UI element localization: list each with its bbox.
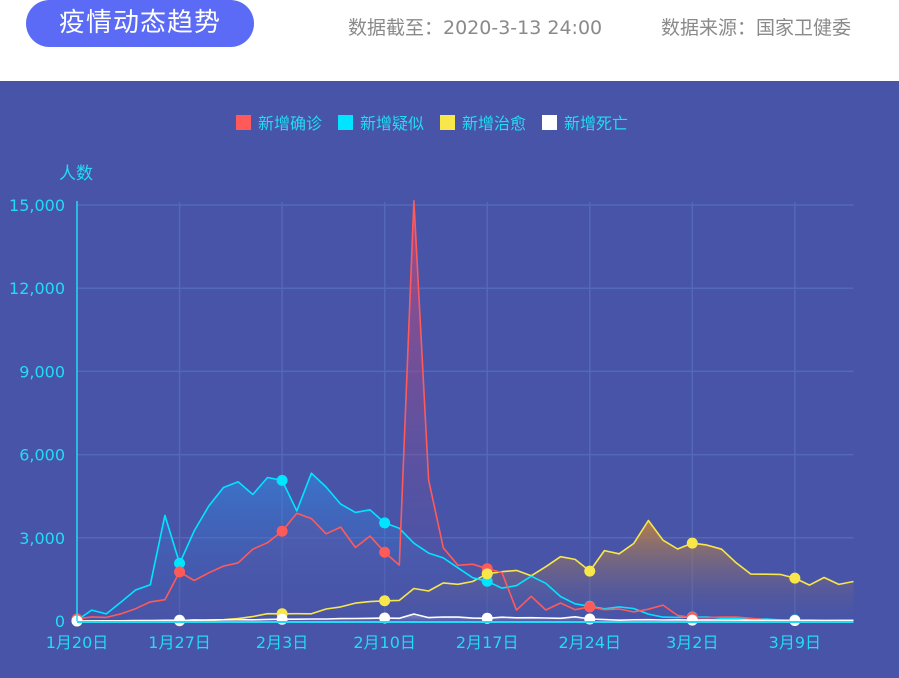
y-tick-label: 12,000 [9,279,65,298]
marker-cured[interactable] [379,595,391,607]
y-tick-label: 6,000 [19,446,65,465]
series-lines [76,200,854,622]
x-tick-label: 2月3日 [256,633,308,652]
chart-legend: 新增确诊 新增疑似 新增治愈 新增死亡 [236,110,644,134]
series-markers[interactable] [71,474,801,627]
marker-confirmed[interactable] [174,566,186,578]
x-tick-label: 1月27日 [148,633,211,652]
legend-item-deaths[interactable]: 新增死亡 [542,110,628,134]
legend-item-confirmed[interactable]: 新增确诊 [236,110,322,134]
x-tick-label: 2月24日 [558,633,621,652]
data-source: 数据来源：国家卫健委 [661,17,852,39]
legend-swatch-suspected [338,114,354,130]
marker-deaths[interactable] [789,615,801,627]
page-title: 疫情动态趋势 [26,0,254,47]
data-as-of: 数据截至：2020-3-13 24:00 [348,17,603,39]
page-header: 疫情动态趋势 数据截至：2020-3-13 24:00 数据来源：国家卫健委 [0,0,899,81]
line-suspected [76,472,854,621]
x-tick-label: 1月20日 [46,633,109,652]
marker-suspected[interactable] [174,557,186,569]
legend-swatch-cured [440,114,456,130]
marker-cured[interactable] [481,568,493,580]
y-tick-label: 0 [55,612,65,631]
line-confirmed [76,200,854,622]
legend-swatch-confirmed [236,114,251,130]
legend-label: 新增疑似 [360,114,425,133]
marker-suspected[interactable] [379,517,391,529]
y-axis-title: 人数 [59,164,93,184]
chart-axes: 0 3,000 6,000 9,000 12,000 15,000 1月20日 1月27日 2月… [9,196,854,652]
area-deaths [77,614,854,621]
marker-confirmed[interactable] [276,525,288,537]
line-deaths [76,613,854,622]
marker-cured[interactable] [686,537,698,549]
marker-deaths[interactable] [174,614,186,626]
marker-cured[interactable] [584,565,596,577]
legend-label: 新增治愈 [462,114,527,133]
y-tick-label: 9,000 [19,362,65,381]
series-areas [77,200,854,622]
x-tick-label: 2月10日 [353,633,416,652]
marker-suspected[interactable] [276,474,288,486]
legend-swatch-deaths [542,114,558,130]
y-tick-label: 3,000 [19,529,65,548]
area-cured [77,520,854,621]
marker-deaths[interactable] [686,614,698,626]
x-tick-label: 3月2日 [666,633,718,652]
marker-confirmed[interactable] [584,601,596,613]
legend-label: 新增确诊 [258,114,323,133]
marker-deaths[interactable] [276,613,288,625]
marker-confirmed[interactable] [379,546,391,558]
x-tick-label: 2月17日 [456,633,519,652]
legend-label: 新增死亡 [564,114,629,133]
marker-deaths[interactable] [379,612,391,624]
marker-cured[interactable] [789,572,801,584]
legend-item-cured[interactable]: 新增治愈 [440,110,526,134]
legend-item-suspected[interactable]: 新增疑似 [338,110,424,134]
y-tick-label: 15,000 [9,196,65,215]
x-tick-label: 3月9日 [769,633,821,652]
